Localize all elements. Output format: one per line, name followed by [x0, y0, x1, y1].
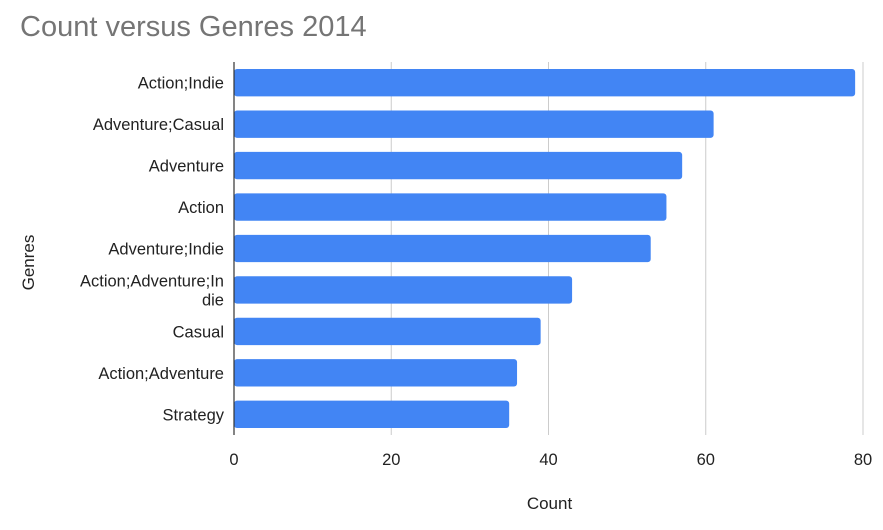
bars [234, 69, 856, 428]
category-label: Strategy [163, 406, 225, 424]
category-label-line: Action;Adventure;In [80, 272, 224, 290]
x-tick-label: 80 [854, 451, 872, 469]
category-label: Action;Indie [138, 75, 224, 93]
bar [234, 69, 856, 97]
category-label: Adventure [149, 158, 224, 176]
bar [234, 359, 518, 387]
category-label-line: Action;Adventure [98, 365, 224, 383]
x-tick-label: 0 [229, 451, 238, 469]
bar [234, 317, 541, 346]
x-tick-label: 20 [382, 451, 400, 469]
bar [234, 151, 683, 180]
bar [234, 234, 651, 263]
x-tick-label: 60 [697, 451, 715, 469]
category-label-line: die [202, 291, 224, 309]
category-label-line: Action;Indie [138, 75, 224, 93]
category-label: Casual [173, 323, 224, 341]
category-label: Action;Adventure [98, 365, 224, 383]
bar [234, 193, 667, 221]
y-axis-title: Genres [19, 235, 38, 291]
bar [234, 276, 573, 304]
x-tick-labels: 0 20 40 60 80 [229, 451, 872, 469]
bar [234, 400, 510, 428]
category-label-line: Action [178, 199, 224, 217]
chart-title: Count versus Genres 2014 [20, 11, 367, 43]
category-label-line: Adventure [149, 158, 224, 176]
category-label: Adventure;Indie [108, 241, 224, 259]
x-tick-label: 40 [539, 451, 557, 469]
category-label-line: Adventure;Indie [108, 241, 224, 259]
category-label-line: Casual [173, 323, 224, 341]
bar [234, 110, 714, 138]
category-label: Action;Adventure;In die [80, 272, 224, 309]
category-label-line: Adventure;Casual [93, 116, 224, 134]
category-label: Action [178, 199, 224, 217]
category-label-line: Strategy [163, 406, 225, 424]
category-label: Adventure;Casual [93, 116, 224, 134]
category-labels: Action;Indie Adventure;Casual Adventure Act… [80, 75, 225, 425]
x-axis-title: Count [527, 494, 573, 513]
